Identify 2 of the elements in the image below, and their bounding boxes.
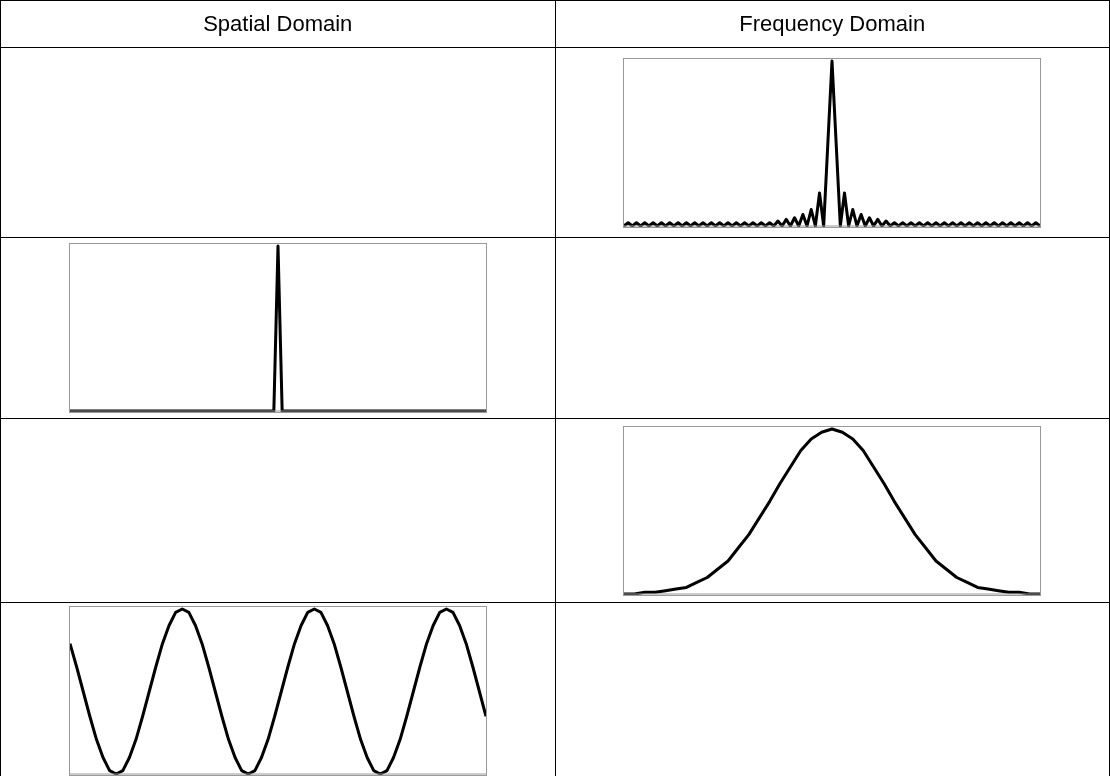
text: Spatial Domain	[1, 1, 556, 47]
text: Frequency Domain	[738, 10, 927, 38]
